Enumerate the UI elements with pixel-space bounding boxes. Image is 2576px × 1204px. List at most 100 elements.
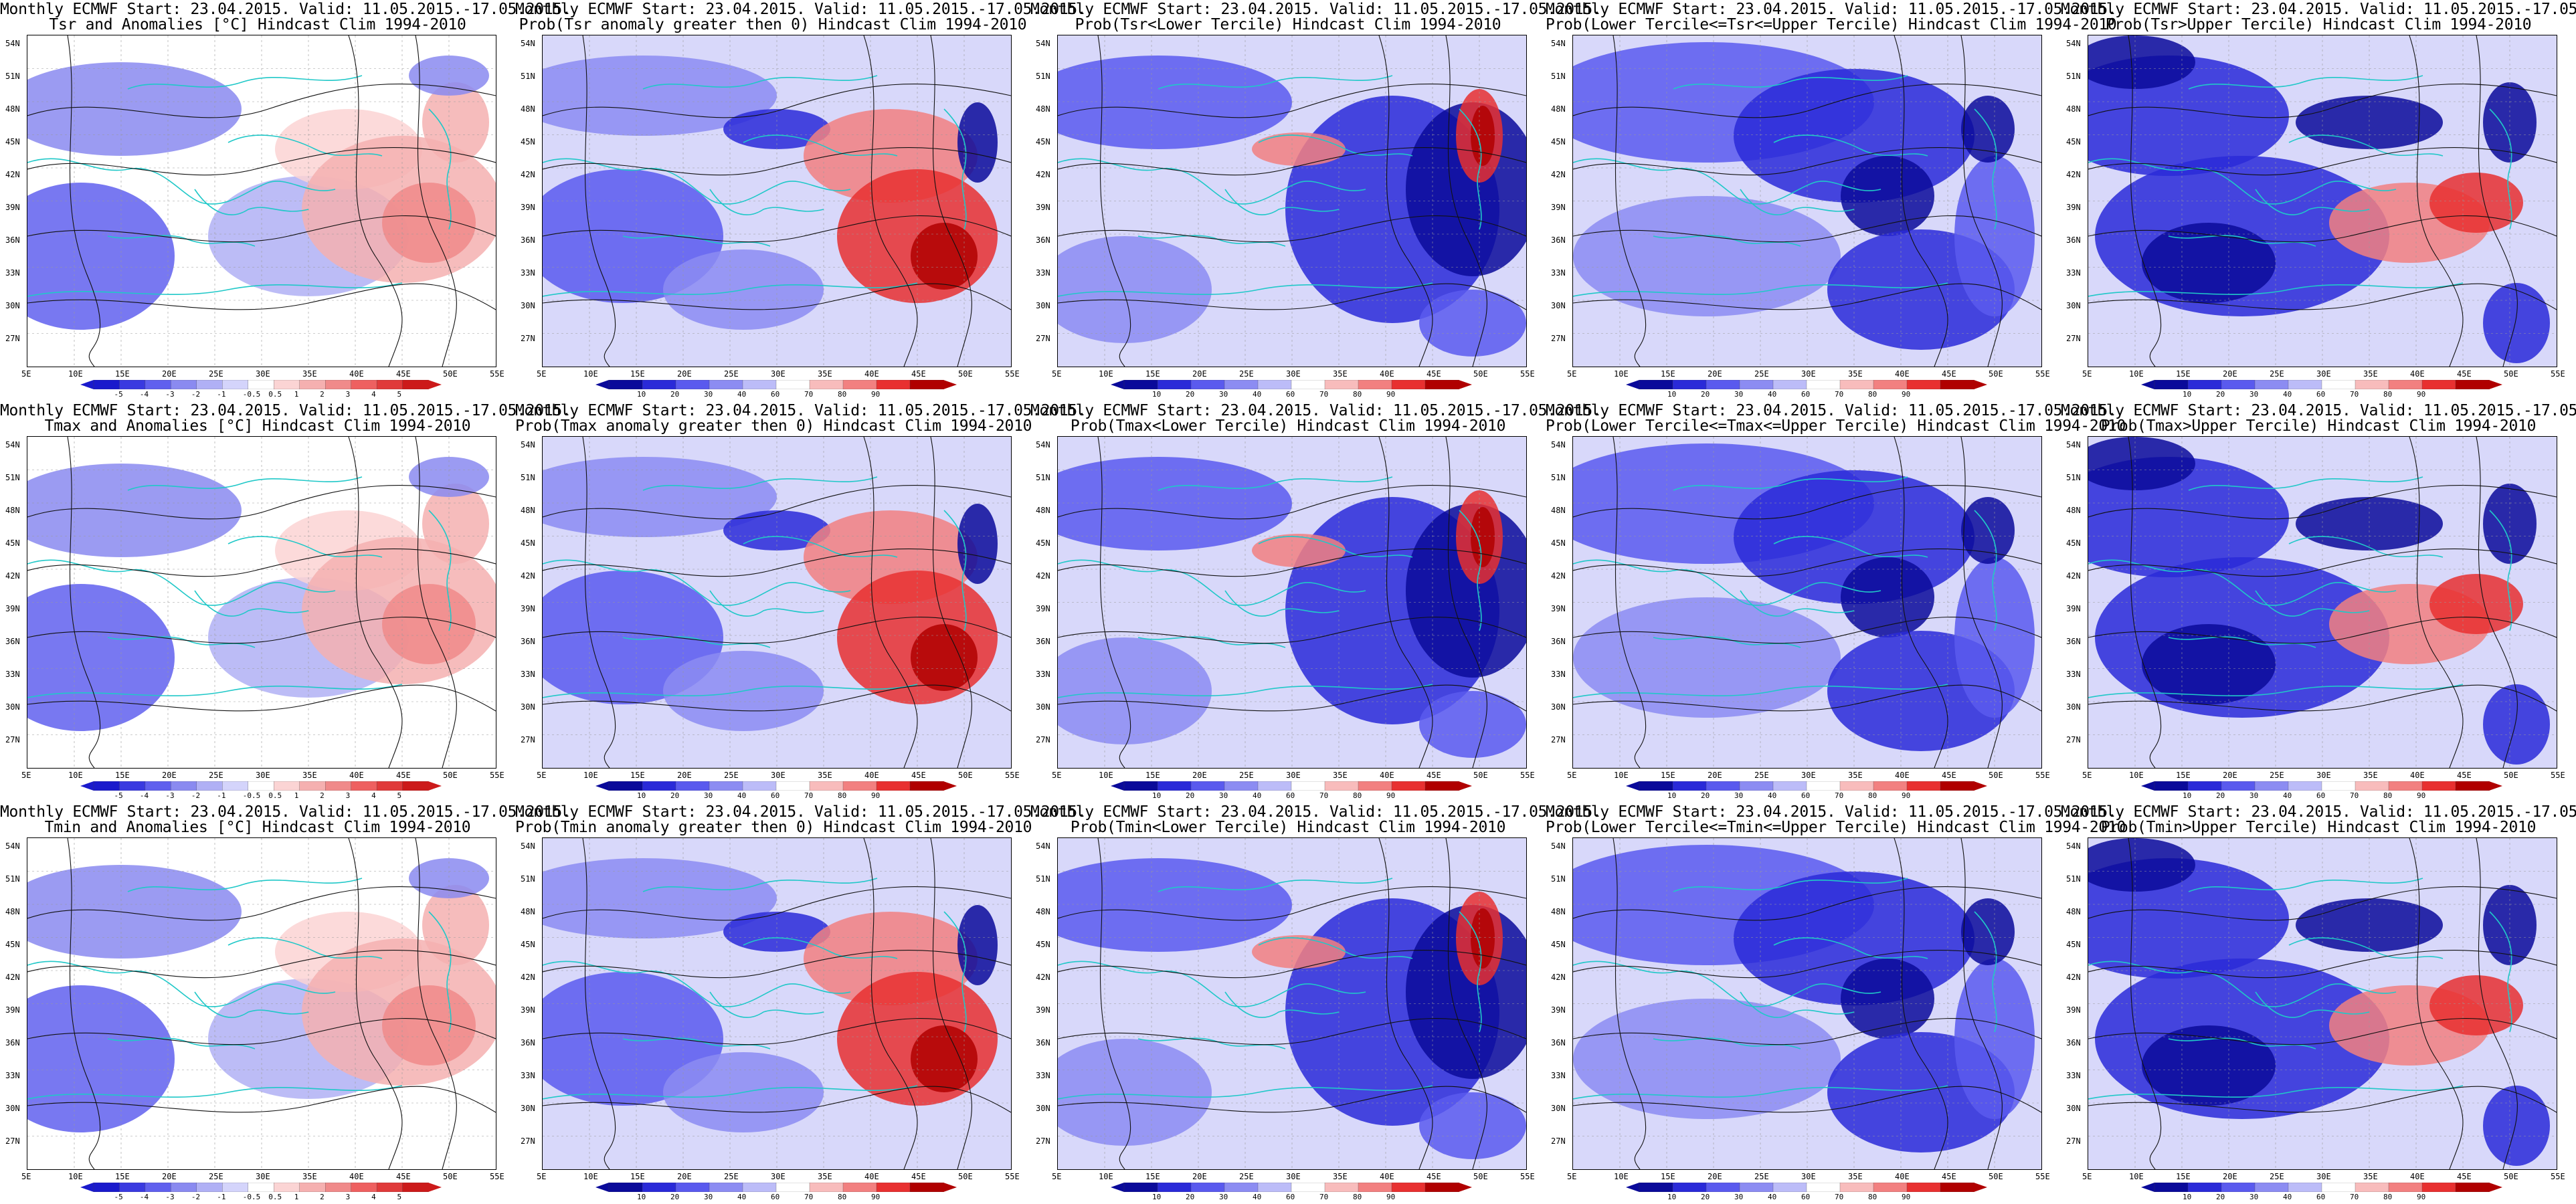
longitude-label: 50E: [2504, 369, 2518, 379]
colorbar-swatch: [1806, 781, 1841, 791]
latitude-label: 39N: [5, 1005, 20, 1015]
shaded-region: [1419, 1092, 1526, 1159]
longitude-label: 25E: [2270, 1172, 2284, 1181]
colorbar-swatch: [2321, 781, 2356, 791]
longitude-label: 50E: [958, 1172, 973, 1181]
shaded-region: [409, 858, 489, 898]
coastline: [1459, 510, 1482, 631]
latitude-label: 33N: [1036, 1071, 1050, 1080]
longitude-label: 50E: [443, 771, 458, 780]
climatology-isoline: [1960, 437, 2003, 768]
colorbar-svg: [595, 781, 957, 791]
coastline: [194, 189, 309, 215]
colorbar-swatch: [1906, 1183, 1941, 1192]
longitude-label: 25E: [1239, 369, 1254, 379]
colorbar-label: 70: [1319, 1193, 1329, 1201]
colorbar-swatch: [2355, 380, 2389, 389]
colorbar-label: 90: [1386, 1193, 1396, 1201]
longitude-label: 20E: [1192, 771, 1207, 780]
colorbar-label: 2: [320, 390, 325, 399]
longitude-label: 55E: [1520, 771, 1535, 780]
latitude-label: 36N: [1036, 1038, 1050, 1047]
colorbar-label: 10: [1667, 1193, 1677, 1201]
longitude-label: 25E: [1239, 771, 1254, 780]
colorbar-label: 70: [2350, 791, 2359, 800]
colorbar-label: 40: [737, 791, 747, 800]
shaded-region: [2296, 96, 2443, 149]
climatology-isoline: [582, 838, 616, 1169]
shaded-region: [543, 457, 777, 537]
latitude-label: 30N: [521, 1104, 535, 1113]
climatology-isoline: [27, 485, 496, 520]
longitude-label: 35E: [818, 771, 832, 780]
colorbar-label: 90: [1386, 390, 1396, 399]
colorbar-label: 5: [397, 390, 402, 399]
longitude-label: 45E: [2457, 771, 2472, 780]
coastline: [1740, 590, 1855, 617]
latitude-label: 27N: [1551, 735, 1566, 744]
colorbar-swatch: [1123, 380, 1158, 389]
colorbar-low-arrow: [1111, 781, 1124, 791]
colorbar-swatch: [1873, 781, 1908, 791]
colorbar-swatch: [608, 380, 643, 389]
colorbar: [2141, 1183, 2502, 1192]
latitude-label: 54N: [1551, 39, 1566, 48]
colorbar-swatch: [119, 781, 146, 791]
climatology-isoline: [2088, 684, 2557, 712]
climatology-isoline: [1573, 684, 2041, 712]
climatology-isoline: [1097, 35, 1131, 367]
latitude-label: 42N: [1551, 973, 1566, 982]
shaded-region: [1419, 691, 1526, 758]
longitude-label: 10E: [2129, 1172, 2144, 1181]
colorbar-swatch: [2254, 380, 2289, 389]
colorbar-label: 5: [397, 1193, 402, 1201]
colorbar-high-arrow: [1459, 380, 1472, 389]
longitude-label: 20E: [2223, 771, 2237, 780]
climatology-isoline: [1573, 950, 2041, 979]
colorbar-label: 40: [1253, 1193, 1262, 1201]
shaded-region: [1573, 999, 1841, 1119]
colorbar-swatch: [1639, 1183, 1673, 1192]
latitude-label: 39N: [1551, 203, 1566, 212]
latitude-label: 27N: [521, 735, 535, 744]
latitude-label: 51N: [1036, 874, 1050, 884]
colorbar-swatch: [1873, 380, 1908, 389]
longitude-label: 25E: [724, 1172, 739, 1181]
latitude-label: 36N: [1551, 235, 1566, 245]
colorbar-swatch: [2288, 1183, 2322, 1192]
longitude-label: 30E: [771, 369, 786, 379]
colorbar-swatch: [1940, 781, 1974, 791]
colorbar-label: 60: [1286, 390, 1295, 399]
panel-title-line1: Monthly ECMWF Start: 23.04.2015. Valid: …: [0, 1, 571, 18]
shaded-region: [2483, 684, 2550, 765]
colorbar-swatch: [742, 1183, 777, 1192]
latitude-label: 36N: [521, 235, 535, 245]
colorbar-label: 40: [1768, 1193, 1777, 1201]
colorbar-swatch: [1291, 781, 1325, 791]
latitude-label: 30N: [1551, 702, 1566, 712]
climatology-isoline: [863, 838, 918, 1169]
climatology-isoline: [67, 35, 100, 367]
climatology-isoline: [2088, 548, 2557, 577]
colorbar-high-arrow: [1459, 781, 1472, 791]
shaded-region: [2483, 283, 2550, 363]
colorbar-swatch: [1424, 1183, 1459, 1192]
colorbar-swatch: [876, 781, 911, 791]
colorbar-swatch: [775, 1183, 810, 1192]
map-panel: Monthly ECMWF Start: 23.04.2015. Valid: …: [1030, 0, 1602, 401]
longitude-label: 15E: [630, 369, 645, 379]
shaded-region: [2088, 437, 2195, 490]
coastline: [642, 878, 878, 892]
latitude-label: 48N: [1551, 506, 1566, 515]
longitude-label: 45E: [2457, 369, 2472, 379]
colorbar-swatch: [1772, 781, 1807, 791]
latitude-label: 45N: [1551, 137, 1566, 146]
longitude-label: 15E: [630, 1172, 645, 1181]
longitude-label: 35E: [1333, 369, 1348, 379]
colorbar: [1111, 380, 1472, 389]
colorbar-label: -4: [139, 1193, 149, 1201]
coastline: [543, 961, 851, 1007]
colorbar-swatch: [1358, 380, 1392, 389]
coastline: [1258, 134, 1413, 157]
climatology-isoline: [2409, 35, 2464, 367]
